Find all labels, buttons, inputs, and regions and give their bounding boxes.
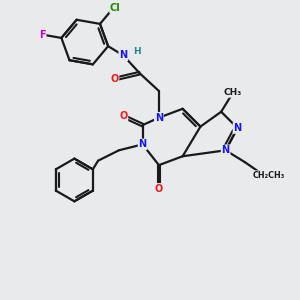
Text: Cl: Cl bbox=[110, 3, 121, 13]
Text: N: N bbox=[155, 113, 163, 123]
Text: H: H bbox=[133, 47, 140, 56]
Text: CH₂CH₃: CH₂CH₃ bbox=[253, 171, 285, 180]
Text: N: N bbox=[233, 123, 242, 133]
Text: N: N bbox=[139, 140, 147, 149]
Text: CH₃: CH₃ bbox=[224, 88, 242, 97]
Text: O: O bbox=[155, 184, 163, 194]
Text: N: N bbox=[222, 145, 230, 155]
Text: N: N bbox=[119, 50, 128, 60]
Text: O: O bbox=[119, 111, 128, 121]
Text: F: F bbox=[39, 30, 46, 40]
Text: O: O bbox=[110, 74, 118, 84]
